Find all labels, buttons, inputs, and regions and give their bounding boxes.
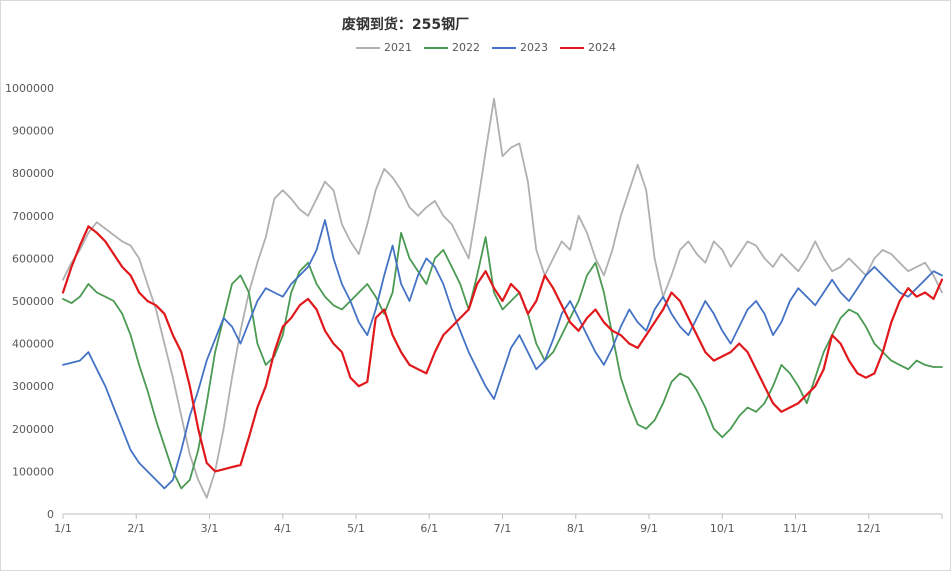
y-tick-label: 0 — [47, 508, 54, 521]
y-tick-label: 500000 — [12, 295, 54, 308]
x-tick-label: 4/1 — [274, 522, 292, 535]
y-tick-label: 600000 — [12, 252, 54, 265]
legend-item-2022: 2022 — [424, 41, 480, 54]
x-tick-label: 3/1 — [201, 522, 219, 535]
series-line-2021 — [62, 97, 943, 499]
x-tick-label: 2/1 — [127, 522, 145, 535]
legend-label-2021: 2021 — [384, 41, 412, 54]
x-tick-label: 10/1 — [710, 522, 735, 535]
legend-label-2024: 2024 — [588, 41, 616, 54]
y-tick-label: 100000 — [12, 465, 54, 478]
x-tick-label: 5/1 — [347, 522, 365, 535]
legend-swatch-2022 — [424, 46, 448, 49]
x-tick-label: 1/1 — [54, 522, 72, 535]
series-line-2023 — [62, 219, 943, 490]
y-tick-label: 1000000 — [5, 82, 54, 95]
x-tick-label: 6/1 — [420, 522, 438, 535]
x-tick-label: 12/1 — [856, 522, 881, 535]
y-tick-label: 300000 — [12, 380, 54, 393]
legend-label-2022: 2022 — [452, 41, 480, 54]
chart-series-group — [61, 97, 944, 499]
y-tick-label: 200000 — [12, 423, 54, 436]
x-tick-label: 8/1 — [567, 522, 585, 535]
x-tick-label: 9/1 — [640, 522, 658, 535]
legend-label-2023: 2023 — [520, 41, 548, 54]
legend-item-2024: 2024 — [560, 41, 616, 54]
series-line-2022 — [62, 231, 943, 490]
chart-legend: 2021 2022 2023 2024 — [356, 41, 616, 54]
legend-swatch-2021 — [356, 46, 380, 49]
y-tick-label: 400000 — [12, 338, 54, 351]
chart-title: 废钢到货：255钢厂 — [341, 17, 470, 33]
x-tick-label: 7/1 — [494, 522, 512, 535]
chart-axes: 0 100000 200000 300000 400000 500000 600000 700… — [5, 82, 943, 535]
legend-swatch-2023 — [492, 46, 516, 49]
legend-item-2021: 2021 — [356, 41, 412, 54]
y-tick-label: 900000 — [12, 125, 54, 138]
series-line-2024 — [61, 225, 944, 473]
y-tick-label: 800000 — [12, 167, 54, 180]
legend-item-2023: 2023 — [492, 41, 548, 54]
y-tick-label: 700000 — [12, 210, 54, 223]
x-tick-label: 11/1 — [783, 522, 808, 535]
legend-swatch-2024 — [560, 46, 584, 49]
